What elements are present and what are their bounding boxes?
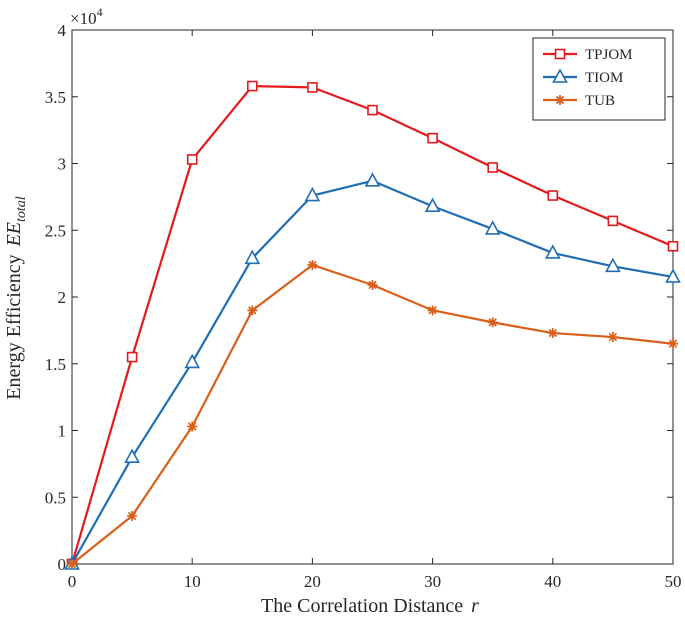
data-point-tub [367, 279, 378, 290]
legend: TPJOM TIOM TUB [532, 37, 666, 121]
data-point-tiom [424, 197, 441, 213]
data-point-tub [247, 305, 258, 316]
y-tick-label: 0.5 [45, 488, 66, 507]
data-point-tpjom [547, 190, 559, 201]
data-point-tub [307, 259, 318, 270]
series-line-tpjom [70, 84, 674, 565]
data-point-tiom [484, 220, 501, 235]
data-point-tub [187, 421, 198, 432]
series-line-tub [71, 263, 674, 565]
data-point-tiom [124, 448, 140, 464]
data-point-tiom [244, 249, 261, 265]
x-tick-label: 30 [424, 572, 441, 591]
series-layer [64, 80, 681, 570]
data-point-tiom [304, 186, 321, 202]
data-point-tiom [544, 244, 561, 259]
data-point-tub [668, 338, 678, 349]
legend-label-tub: TUB [585, 93, 615, 109]
y-tick-label: 3 [58, 155, 67, 174]
data-point-tpjom [126, 351, 138, 363]
legend-marker-tub [555, 95, 565, 105]
y-tick-label: 0 [58, 555, 67, 574]
x-tick-label: 10 [184, 572, 201, 591]
data-point-tpjom [487, 162, 499, 173]
legend-label-tiom: TIOM [585, 70, 623, 86]
data-point-tpjom [427, 132, 438, 144]
y-tick-label: 4 [58, 21, 67, 40]
x-tick-label: 20 [304, 572, 321, 591]
data-point-tub [487, 317, 498, 328]
y-exponent-label: ×104 [70, 5, 103, 28]
data-point-tub [67, 559, 77, 569]
y-tick-label: 2.5 [45, 221, 66, 240]
y-tick-label: 1 [58, 422, 67, 441]
legend-label-tpjom: TPJOM [585, 47, 633, 63]
data-point-tiom [665, 268, 681, 283]
y-tick-label: 3.5 [45, 88, 66, 107]
data-point-tpjom [607, 215, 619, 227]
y-tick-label: 1.5 [45, 355, 66, 374]
series-tpjom [66, 80, 679, 570]
y-tick-label: 2 [58, 288, 67, 307]
legend-marker-tiom [552, 68, 568, 83]
data-point-tpjom [367, 104, 378, 116]
data-point-tpjom [247, 80, 258, 92]
series-tub [67, 259, 678, 569]
x-axis-title: The Correlation Distance r [261, 595, 479, 617]
x-tick-label: 0 [68, 572, 77, 591]
data-point-tpjom [667, 240, 679, 252]
series-line-tiom [71, 179, 674, 565]
data-point-tub [607, 332, 618, 343]
data-point-tub [127, 510, 138, 521]
data-point-tub [547, 328, 558, 339]
y-axis-title: Energy EfficiencyEEtotal [3, 196, 29, 400]
data-point-tpjom [307, 82, 318, 93]
tick-labels: 0 10 20 30 40 50 0 0.5 1 1.5 2 2.5 3 3.5 4 [45, 21, 682, 591]
data-point-tiom [605, 257, 621, 273]
data-point-tub [427, 305, 438, 316]
data-point-tiom [184, 353, 201, 369]
x-tick-label: 40 [544, 572, 561, 591]
x-tick-label: 50 [665, 572, 682, 591]
legend-marker-tpjom [554, 48, 566, 60]
data-point-tpjom [186, 154, 198, 165]
data-point-tiom [364, 172, 381, 187]
series-tiom [64, 172, 681, 570]
